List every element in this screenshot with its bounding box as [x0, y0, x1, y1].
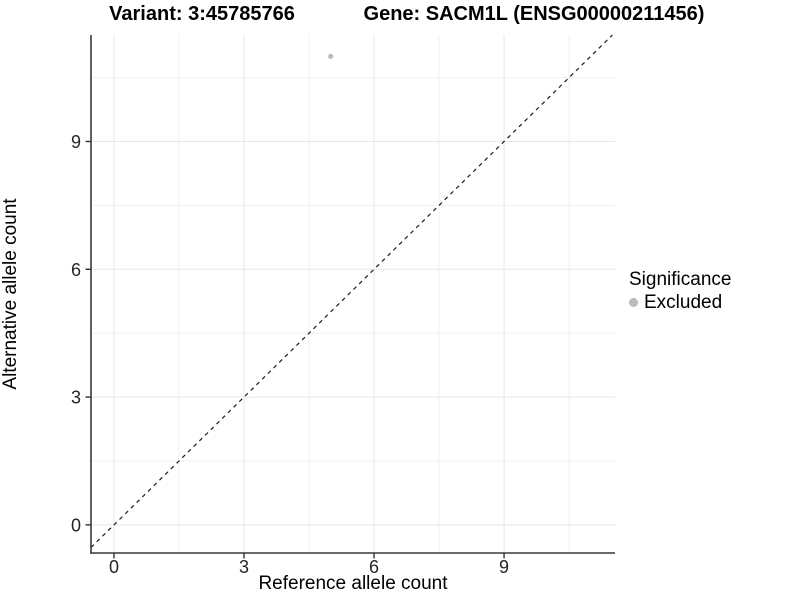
y-tick-label: 3: [71, 388, 81, 408]
y-tick-label: 0: [71, 515, 81, 535]
x-axis-title: Reference allele count: [258, 573, 448, 594]
y-tick-label: 6: [71, 260, 81, 280]
legend-title: Significance: [629, 269, 732, 290]
y-axis-title: Alternative allele count: [0, 198, 21, 390]
x-tick-label: 0: [109, 557, 119, 577]
gene-title: Gene: SACM1L (ENSG00000211456): [363, 3, 705, 25]
x-tick-label: 3: [239, 557, 249, 577]
legend: Significance Excluded: [629, 269, 731, 313]
legend-entry-label: Excluded: [644, 292, 723, 313]
y-tick-label: 9: [71, 132, 81, 152]
x-tick-label: 6: [369, 557, 379, 577]
variant-title: Variant: 3:45785766: [109, 3, 295, 25]
legend-point-icon: [629, 298, 638, 307]
identity-reference-line: [90, 34, 613, 548]
x-tick-label: 9: [499, 557, 509, 577]
legend-entry-excluded: Excluded: [629, 292, 731, 313]
data-point: [328, 53, 334, 59]
